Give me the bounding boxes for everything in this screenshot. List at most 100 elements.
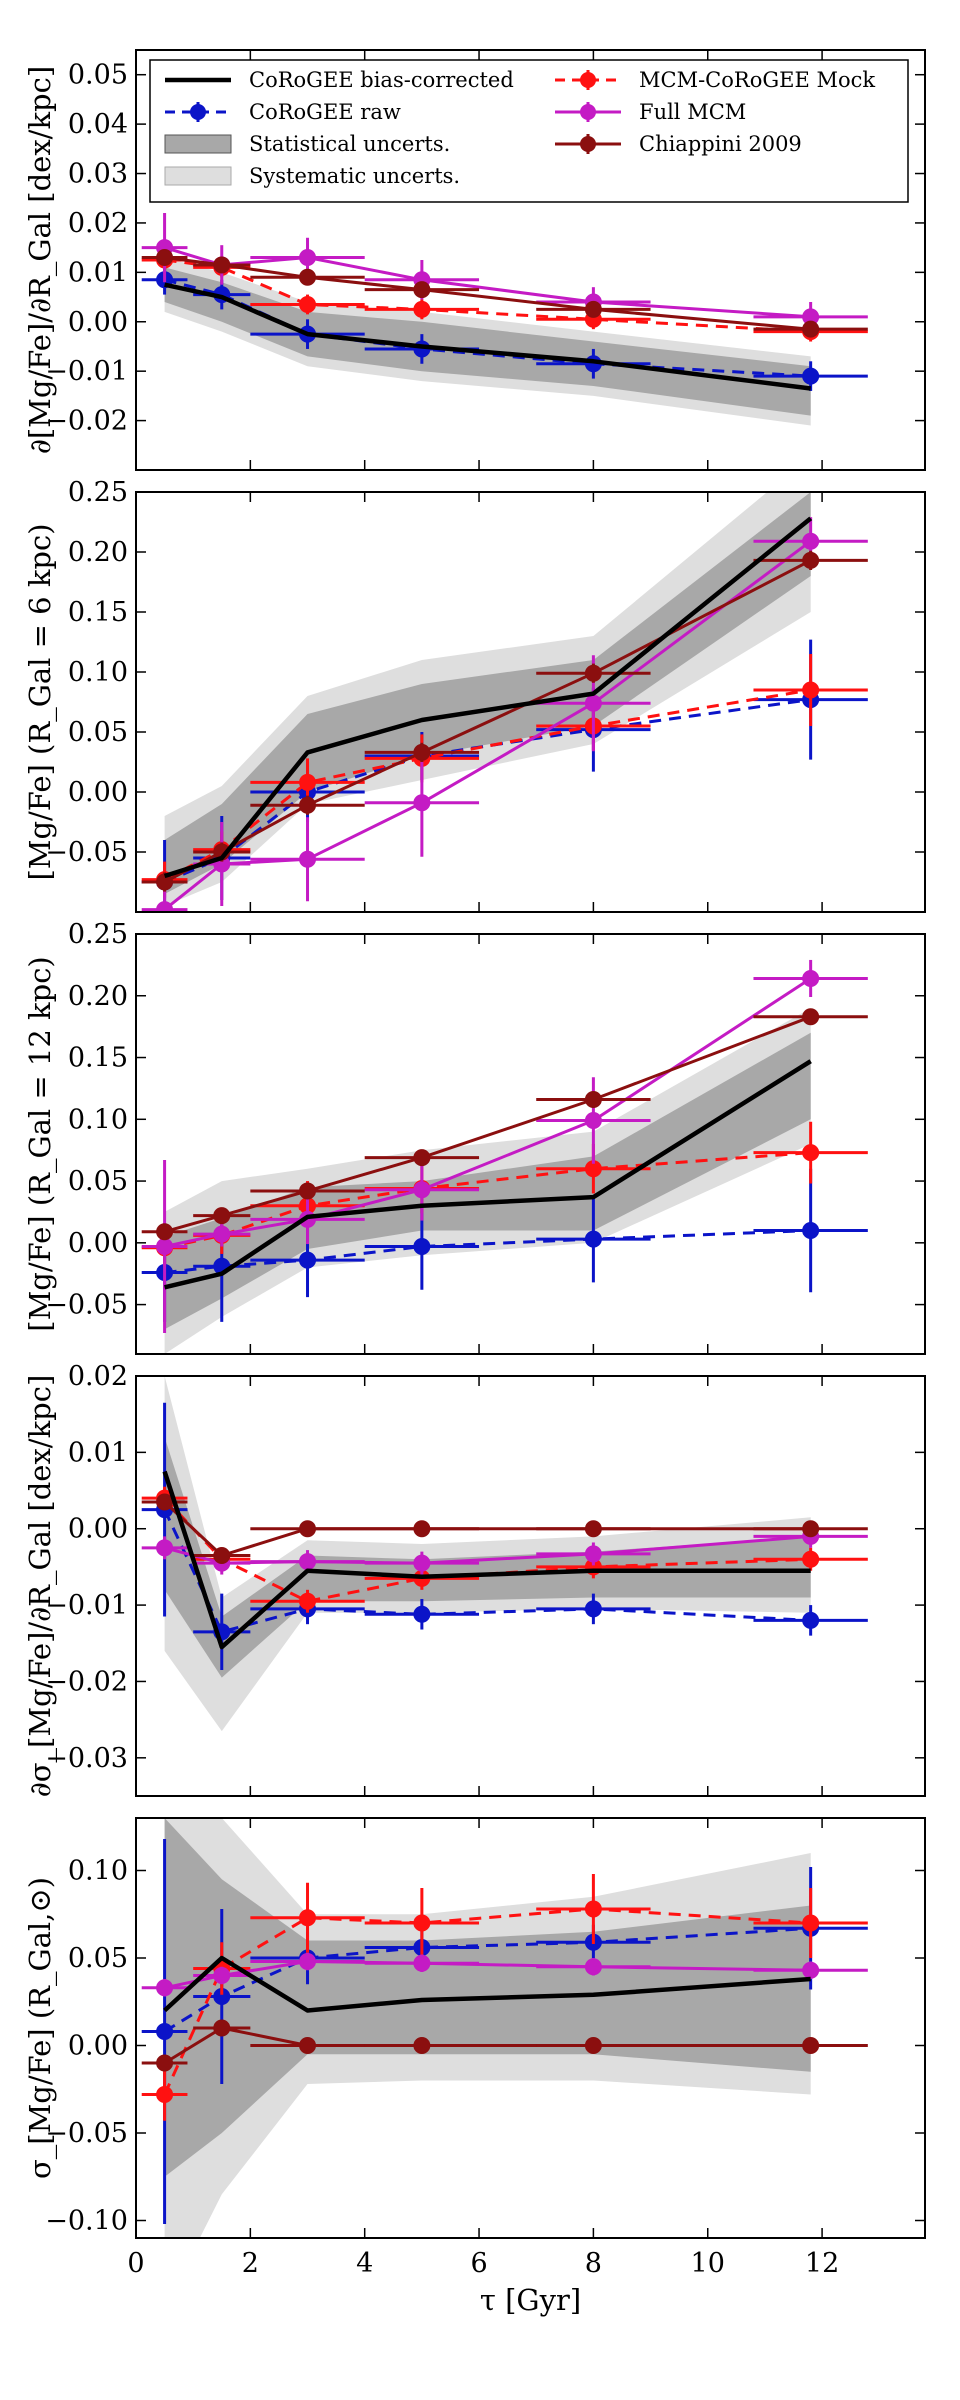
data-point-mock [802,1144,820,1162]
data-point-chiappini [156,2054,174,2072]
series-line-corogee_bc [164,282,811,391]
panel-3: −0.05 0.00 0.05 0.10 0.15 0.20 0.25 [Mg/Fe] (R_… [23,919,926,1355]
legend-marker-chiappini [580,136,596,152]
axes-frame [135,1375,926,1797]
data-point-corogee_raw [413,1238,431,1256]
axes-frame [135,933,926,1355]
plot-area [141,492,868,912]
data-point-corogee_raw [802,367,820,385]
y-tick-label: 0.02 [68,208,128,239]
series-line-corogee_raw [163,1926,811,2033]
y-tick-label: 0.00 [68,1514,128,1545]
data-point-mcm [299,1953,317,1970]
data-point-chiappini [213,2019,231,2037]
data-point-chiappini [156,1223,174,1241]
data-point-chiappini [299,796,317,814]
data-point-chiappini [213,256,231,274]
panel-5: −0.10 −0.05 0.00 0.05 0.10 0 2 4 6 8 10 12 σ_[Mg/Fe]… [23,1817,926,2279]
data-point-mcm [413,794,431,812]
series-line-corogee_bc [163,1955,811,2013]
data-point-mock [584,1900,602,1918]
plot-area [141,959,868,1354]
data-point-mcm [802,532,820,550]
data-point-mcm [299,1553,317,1571]
y-axis-label: [Mg/Fe] (R_Gal = 12 kpc) [23,956,58,1332]
y-tick-label: 0.15 [68,597,128,628]
y-tick-label: −0.05 [45,1290,128,1321]
data-point-chiappini [584,2037,602,2054]
series-line-chiappini [163,559,812,884]
data-point-chiappini [802,1008,820,1026]
series-line-mock [163,688,811,881]
data-point-chiappini [413,1149,431,1167]
y-tick-label: 0.02 [68,1361,128,1392]
y-tick-label: 0.03 [68,159,128,190]
plot-area [141,1376,868,1732]
data-point-mcm [156,1979,174,1997]
data-point-mcm [299,249,317,267]
y-tick-label: 0.00 [68,2031,128,2062]
data-point-mcm [299,850,317,868]
x-tick-label: 0 [127,2248,144,2279]
y-tick-label: −0.05 [45,2118,128,2149]
y-tick-label: −0.02 [45,1666,128,1697]
y-tick-label: 0.00 [68,1228,128,1259]
data-point-mock [156,2086,174,2103]
data-point-mcm [584,1545,602,1563]
y-axis-label: [Mg/Fe] (R_Gal = 6 kpc) [23,523,58,880]
x-tick-label: 6 [470,2248,487,2279]
y-tick-label: −0.05 [45,837,128,868]
y-tick-label: 0.15 [68,1043,128,1074]
data-point-mcm [156,901,174,912]
data-point-mcm [584,1958,602,1976]
data-point-mcm [413,1554,431,1572]
y-tick-label: 0.25 [68,477,128,508]
y-tick-label: 0.05 [68,60,128,91]
y-tick-label: 0.10 [68,1104,128,1135]
legend-label-corogee_raw: CoRoGEE raw [249,100,401,124]
data-point-mock [299,295,317,313]
data-point-chiappini [413,281,431,299]
data-point-chiappini [299,1182,317,1200]
data-point-corogee_raw [802,1611,820,1629]
legend-label-mcm: Full MCM [639,100,746,124]
y-axis-label: σ_[Mg/Fe] (R_Gal,⊙) [23,1877,58,2179]
legend-box [149,59,909,203]
plot-area [141,213,868,426]
legend-handle-chiappini [555,134,621,154]
series-line-corogee_bc [163,516,813,879]
legend-marker-mcm [580,104,596,120]
y-tick-label: −0.10 [45,2206,128,2237]
statistical-uncertainty-band [164,1437,811,1678]
data-point-mock [413,1914,431,1932]
y-tick-label: −0.03 [45,1743,128,1774]
data-point-chiappini [299,2037,317,2054]
data-point-mock [802,1914,820,1932]
data-point-chiappini [584,1091,602,1109]
data-point-mcm [584,1112,602,1130]
y-tick-label: 0.00 [68,777,128,808]
data-point-corogee_raw [584,1230,602,1248]
data-point-corogee_raw [413,1605,431,1623]
data-point-mock [299,1592,317,1610]
legend-swatch-stat [164,134,232,154]
legend-handle-mock [555,70,621,90]
data-point-mock [413,300,431,318]
x-tick-label: 10 [691,2248,725,2279]
legend-handle-sys [164,166,232,186]
series-line-mcm [164,246,811,319]
data-point-chiappini [584,664,602,682]
data-point-chiappini [413,2037,431,2054]
data-point-mcm [584,694,602,712]
data-point-chiappini [156,1493,174,1511]
y-tick-label: −0.01 [45,356,128,387]
y-tick-label: 0.05 [68,717,128,748]
data-point-chiappini [413,743,431,761]
data-point-chiappini [584,300,602,318]
legend-handle-stat [164,134,232,154]
legend-handle-mcm [555,102,621,122]
x-tick-label: 12 [805,2248,839,2279]
data-point-mcm [413,1181,431,1199]
data-point-chiappini [413,1520,431,1538]
